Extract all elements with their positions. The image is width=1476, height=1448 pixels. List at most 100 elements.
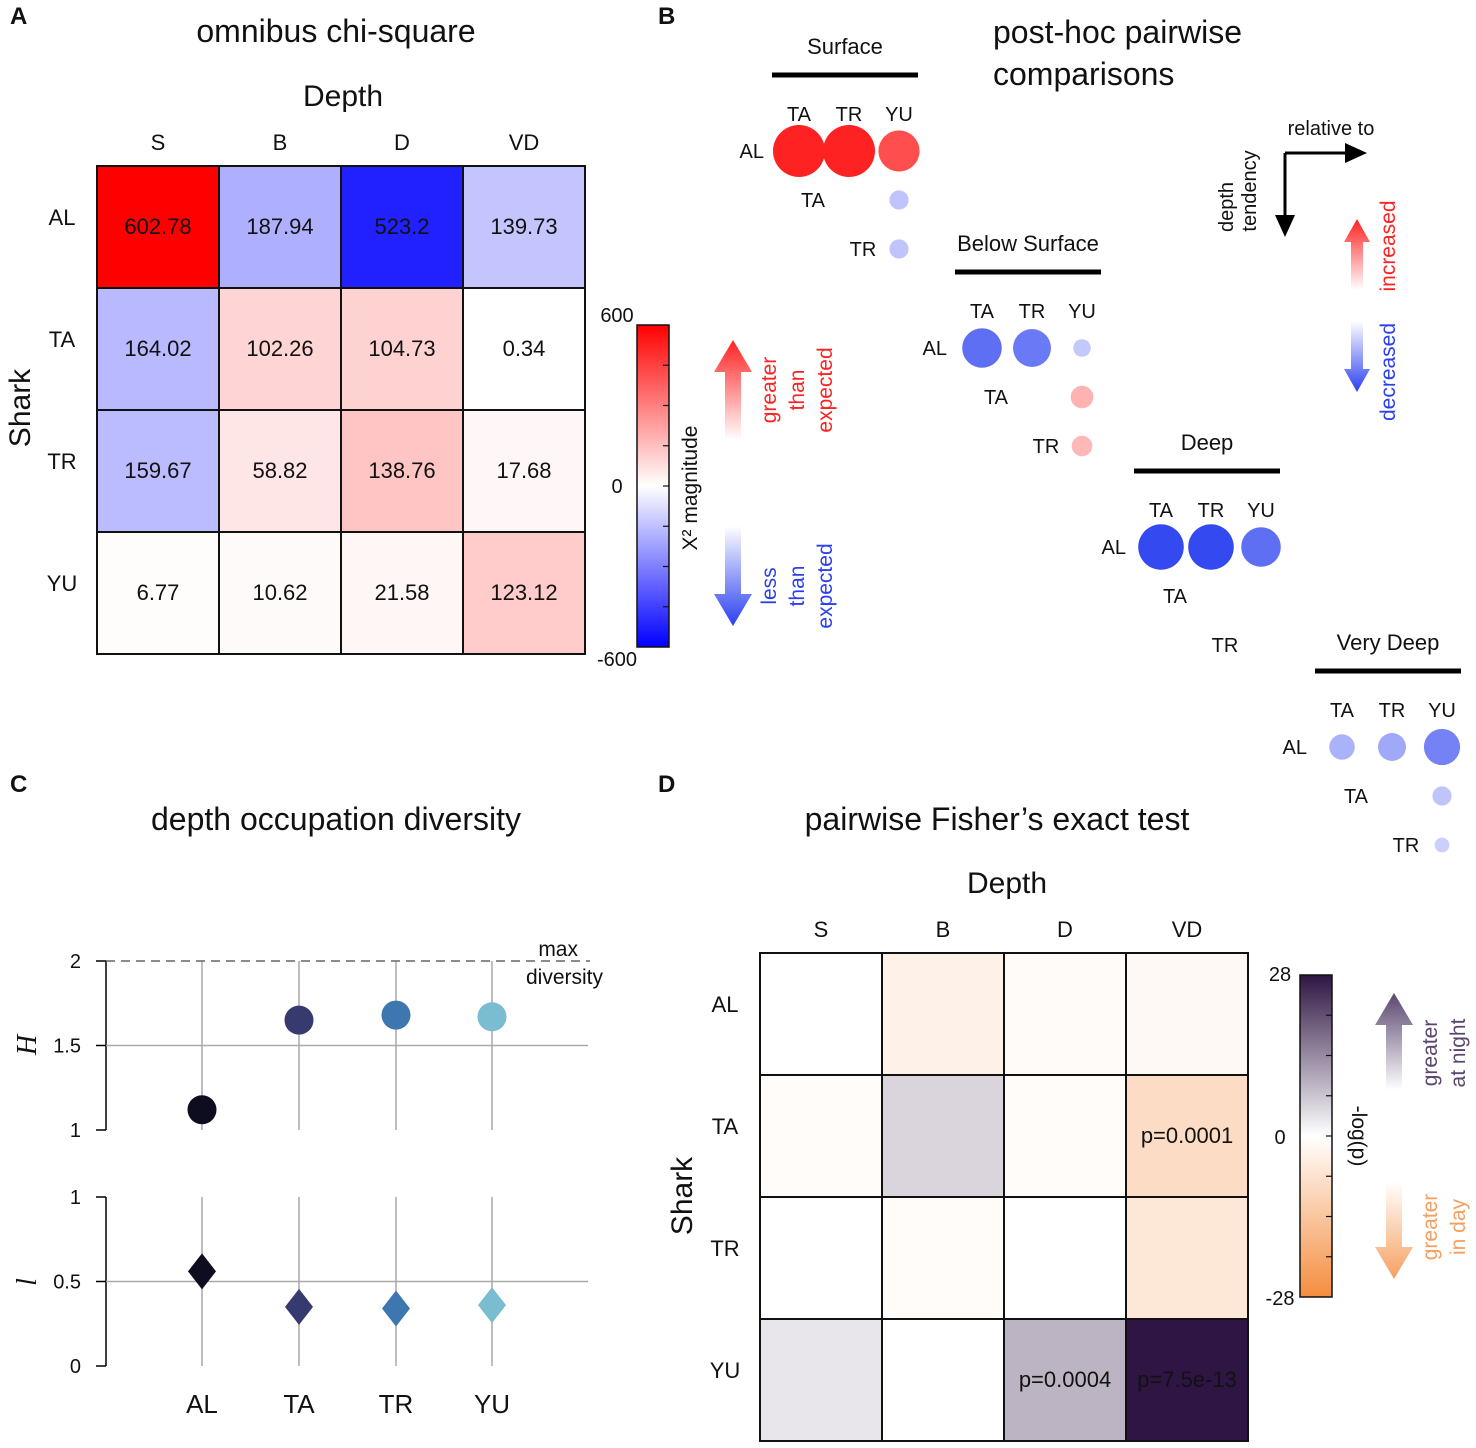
panel-c-max-label: diversity: [526, 966, 604, 989]
panel-b-col-label: TA: [1330, 700, 1355, 722]
panel-a-arrow-down: [714, 526, 752, 626]
panel-b-bubble: [889, 190, 909, 210]
d-heatmap-cell: [759, 1196, 883, 1320]
a-cell-value: 10.62: [252, 580, 307, 605]
panel-d-ylabel: Shark: [666, 1156, 699, 1235]
panel-b-row-label: TR: [1393, 835, 1420, 857]
d-column-label: B: [936, 917, 951, 942]
panel-b-bubble: [1378, 733, 1406, 761]
panel-d-arrow-down-text: in day: [1447, 1198, 1470, 1255]
a-heatmap-cell: [218, 531, 342, 655]
d-heatmap-cell: [1125, 1318, 1249, 1442]
d-cell-value: p=0.0001: [1141, 1123, 1233, 1148]
d-heatmap-cell: [759, 1074, 883, 1198]
panel-b-bubble: [1329, 734, 1355, 760]
panel-b-col-label: TR: [1379, 700, 1406, 722]
panel-d-arrow-down: [1375, 1182, 1413, 1279]
panel-d-colorbar: [1299, 974, 1333, 1298]
a-heatmap-cell: [462, 409, 586, 533]
d-heatmap-cell: [1125, 1196, 1249, 1320]
panel-b-row-label: TA: [984, 387, 1009, 409]
d-heatmap-cell: [759, 1318, 883, 1442]
panel-b-bubble: [1241, 527, 1281, 567]
panel-b-bubble: [1434, 837, 1450, 853]
panel-b-decreased-label: decreased: [1377, 323, 1400, 421]
panel-b-arrow-down: [1344, 321, 1370, 392]
panel-b-group: Deep TA TR YU AL TA TR: [1102, 430, 1281, 657]
panel-b: post-hoc pairwise comparisons Surface TA T…: [740, 14, 1461, 857]
panel-b-group: Surface TA TR YU AL TA TR: [740, 34, 920, 261]
panel-b-bubble: [878, 130, 920, 172]
panel-b-increased-label: increased: [1377, 200, 1400, 291]
d-heatmap-cell: [1125, 952, 1249, 1076]
a-heatmap-cell: [96, 165, 220, 289]
a-cell-value: 159.67: [124, 458, 191, 483]
panel-c-y-tick-label: 0: [70, 1356, 81, 1378]
panel-d-xlabel: Depth: [967, 867, 1047, 900]
a-cell-value: 102.26: [246, 336, 313, 361]
d-heatmap-cell: [1003, 1074, 1127, 1198]
panel-c-plot: 1 1.5 2 0 0.5 1 AL TA TR YU: [53, 951, 590, 1419]
d-heatmap-cell: [1125, 1074, 1249, 1198]
panel-b-row-label: TR: [1033, 436, 1060, 458]
panel-b-depth-tendency-label: tendency: [1239, 150, 1261, 231]
panel-b-row-label: TR: [1212, 635, 1239, 657]
panel-a-ylabel: Shark: [4, 368, 37, 447]
d-heatmap-cell: [881, 952, 1005, 1076]
a-cell-value: 187.94: [246, 214, 313, 239]
panel-d-heatmap-cells: p=0.0001 p=0.0004 p=7.5e-13: [759, 952, 1249, 1442]
panel-b-row-label: AL: [1283, 737, 1307, 759]
panel-b-group: Below Surface TA TR YU AL TA TR: [923, 231, 1101, 458]
panel-a-arrow-down-text: than: [786, 566, 809, 607]
panel-a-arrow-up: [714, 340, 752, 440]
panel-b-col-label: YU: [1428, 700, 1456, 722]
a-column-label: S: [151, 130, 166, 155]
panel-b-row-label: AL: [923, 338, 947, 360]
panel-b-col-label: TA: [1149, 500, 1174, 522]
panel-a-colorbar-mid: 0: [611, 476, 622, 498]
panel-b-bubble: [889, 239, 909, 259]
panel-letter-d: D: [658, 771, 675, 798]
d-cell-value: p=7.5e-13: [1137, 1367, 1237, 1392]
a-column-label: D: [394, 130, 410, 155]
panel-b-bubble: [1423, 728, 1461, 766]
panel-b-group-title: Deep: [1181, 430, 1234, 455]
a-cell-value: 6.77: [137, 580, 180, 605]
panel-c-title: depth occupation diversity: [151, 801, 521, 837]
a-cell-value: 602.78: [124, 214, 191, 239]
a-cell-value: 123.12: [490, 580, 557, 605]
panel-letter-c: C: [10, 771, 27, 798]
panel-b-group-title: Surface: [807, 34, 883, 59]
panel-c-y-tick-label: 1: [70, 1120, 81, 1142]
a-row-label: AL: [49, 205, 76, 230]
panel-b-group: Very Deep TA TR YU AL TA TR: [1283, 630, 1461, 857]
panel-d-arrow-up: [1375, 993, 1413, 1090]
a-cell-value: 17.68: [496, 458, 551, 483]
panel-b-col-label: TA: [787, 104, 812, 126]
panel-b-col-label: TR: [836, 104, 863, 126]
a-cell-value: 0.34: [503, 336, 546, 361]
panel-b-col-label: TR: [1019, 301, 1046, 323]
panel-b-arrow-up: [1344, 219, 1370, 290]
d-column-label: VD: [1172, 917, 1203, 942]
d-row-label: AL: [712, 992, 739, 1017]
panel-b-relative-to-label: relative to: [1288, 118, 1375, 140]
panel-a-arrow-up-text: than: [786, 370, 809, 411]
panel-letter-b: B: [658, 3, 675, 30]
d-column-label: S: [814, 917, 829, 942]
panel-b-bubble: [1071, 435, 1093, 457]
a-cell-value: 139.73: [490, 214, 557, 239]
panel-d-arrow-up-text: at night: [1447, 1018, 1470, 1087]
d-heatmap-cell: [1003, 1196, 1127, 1320]
panel-b-bubble: [773, 125, 825, 177]
panel-b-row-label: TR: [850, 239, 877, 261]
panel-c: depth occupation diversity max diversity…: [12, 801, 603, 1419]
panel-c-marker: [382, 1290, 410, 1327]
panel-b-row-label: AL: [1102, 537, 1126, 559]
panel-c-x-label: YU: [474, 1389, 510, 1419]
panel-b-col-label: YU: [1068, 301, 1096, 323]
panel-d-colorbar-ticks: [1326, 1014, 1332, 1258]
panel-a-colorbar-min: -600: [597, 649, 637, 671]
d-row-label: TR: [710, 1236, 739, 1261]
panel-c-marker: [284, 1005, 314, 1035]
